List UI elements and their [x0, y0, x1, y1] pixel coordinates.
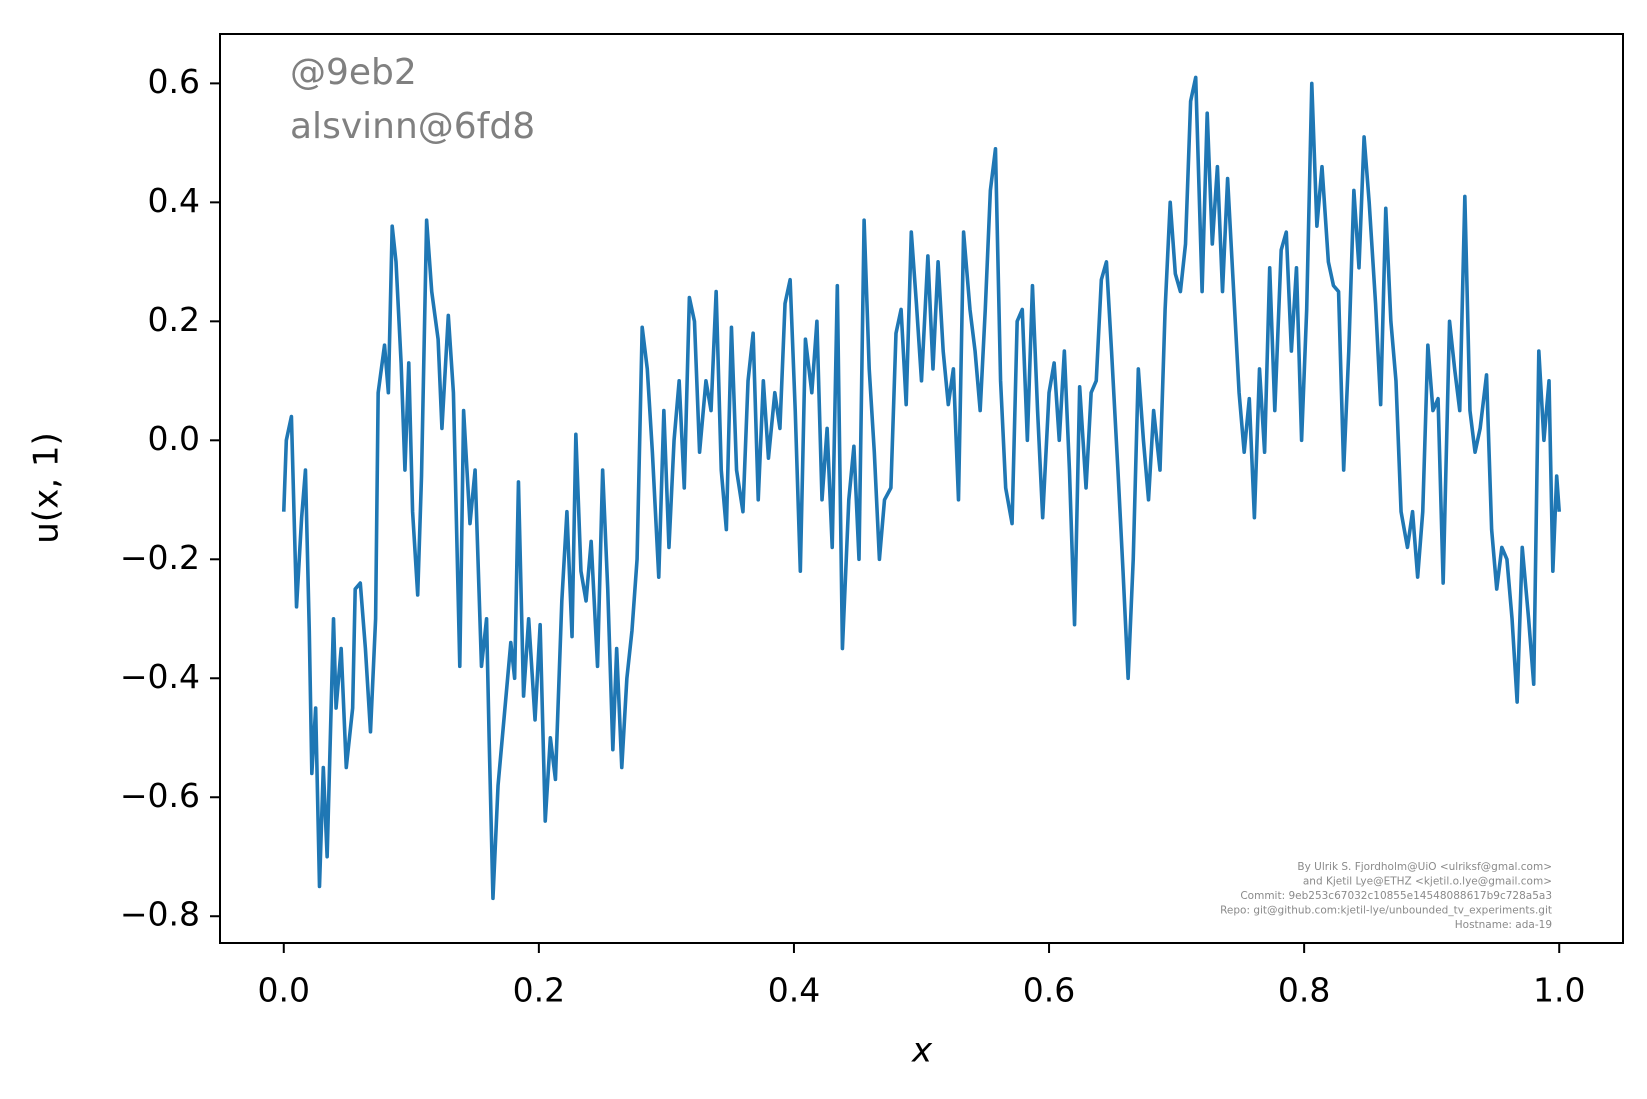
x-tick-label: 0.2	[513, 971, 565, 1010]
plot-frame	[219, 33, 1624, 944]
y-tick-label: 0.4	[148, 181, 200, 220]
credit-line: Commit: 9eb253c67032c10855e14548088617b9…	[1240, 890, 1552, 902]
credit-line: Repo: git@github.com:kjetil-lye/unbounde…	[1220, 905, 1552, 917]
y-tick-label: 0.0	[148, 419, 200, 458]
x-tick-label: 0.8	[1278, 971, 1330, 1010]
y-tick-label: −0.4	[120, 657, 200, 696]
annotation: @9eb2	[290, 52, 417, 93]
y-tick-label: −0.8	[120, 895, 200, 934]
y-axis-label: u(x, 1)	[27, 432, 67, 543]
x-tick-label: 0.6	[1023, 971, 1075, 1010]
x-tick-label: 0.0	[258, 971, 310, 1010]
annotation: alsvinn@6fd8	[290, 106, 535, 147]
y-tick-label: −0.6	[120, 776, 200, 815]
credit-line: Hostname: ada-19	[1455, 919, 1552, 931]
credit-line: By Ulrik S. Fjordholm@UiO <ulriksf@gmal.…	[1297, 861, 1552, 873]
y-tick-label: 0.2	[148, 300, 200, 339]
data-line	[281, 75, 1562, 901]
y-tick-label: −0.2	[120, 538, 200, 577]
x-axis-label: x	[911, 1031, 933, 1071]
credit-line: and Kjetil Lye@ETHZ <kjetil.o.lye@gmail.…	[1303, 876, 1552, 888]
y-tick-label: 0.6	[148, 62, 200, 101]
x-tick-label: 1.0	[1533, 971, 1585, 1010]
x-tick-label: 0.4	[768, 971, 820, 1010]
